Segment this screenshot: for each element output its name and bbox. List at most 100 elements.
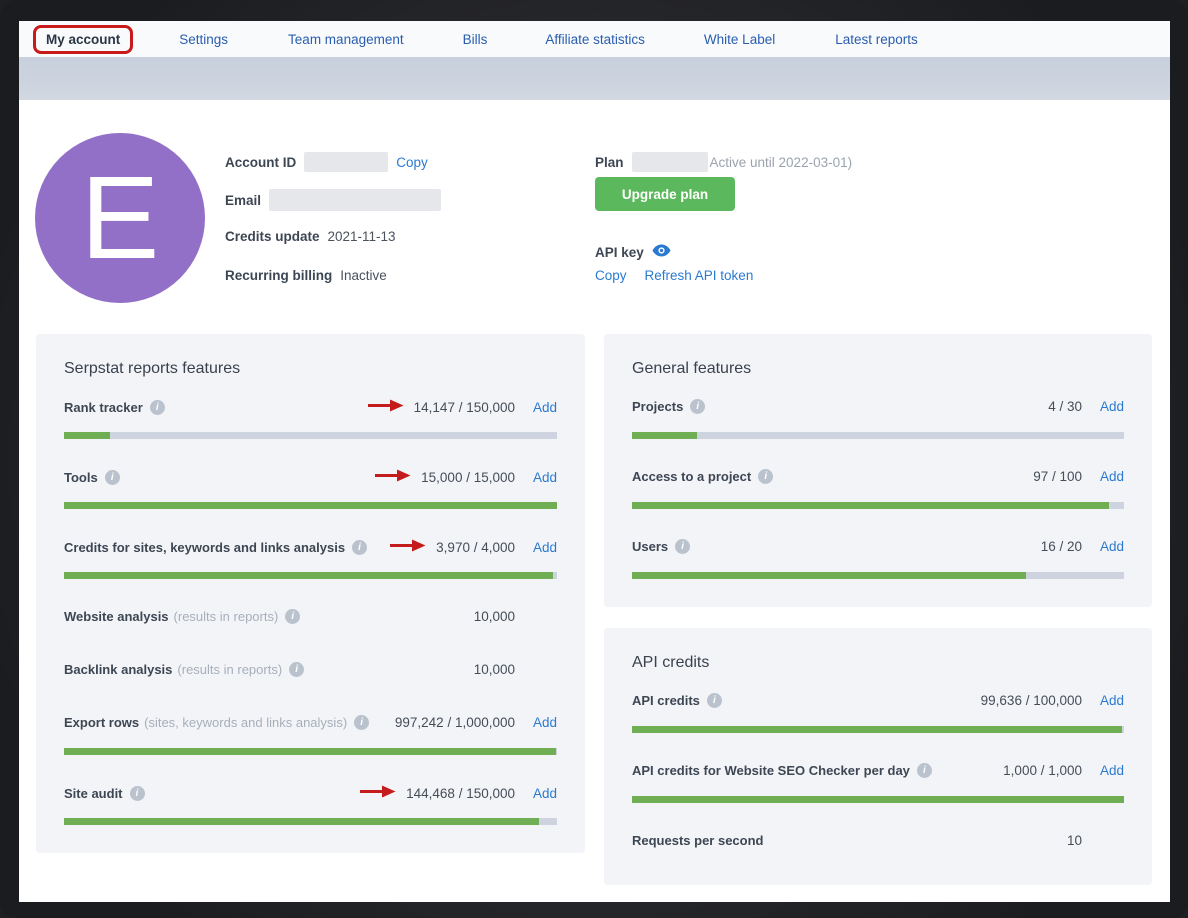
feature-row-tools: Tools i 15,000 / 15,000 Add [64, 469, 557, 513]
row-value: 3,970 / 4,000 [436, 539, 515, 555]
row-sublabel: (sites, keywords and links analysis) [144, 715, 348, 730]
add-link[interactable]: Add [1099, 469, 1124, 484]
feature-row-export-rows: Export rows (sites, keywords and links a… [64, 715, 557, 759]
redacted-plan-name [631, 152, 708, 172]
card-title: Serpstat reports features [64, 360, 241, 377]
info-icon[interactable]: i [129, 785, 145, 801]
add-link[interactable]: Add [532, 469, 557, 485]
row-label: Tools [64, 469, 98, 485]
recurring-billing-row: Recurring billing Inactive [225, 268, 387, 283]
row-label: Backlink analysis [64, 662, 173, 677]
row-value: 1,000 / 1,000 [1003, 763, 1082, 778]
progress-fill [632, 432, 698, 439]
blurred-banner [19, 57, 1170, 100]
red-arrow-annotation [375, 469, 411, 485]
row-value: 16 / 20 [1040, 539, 1082, 554]
plan-active-until: Active until 2022-03-01) [709, 154, 853, 170]
add-link[interactable]: Add [1099, 693, 1124, 708]
progress-bar [632, 432, 1124, 439]
nav-tab-white-label[interactable]: White Label [703, 31, 776, 47]
general-features-card: General features Projects i 4 / 30 Add A… [604, 334, 1152, 607]
credits-update-value: 2021-11-13 [327, 229, 396, 244]
info-icon[interactable]: i [104, 469, 120, 485]
nav-tab-team-management[interactable]: Team management [288, 31, 404, 47]
credits-update-label: Credits update [225, 229, 320, 244]
account-page: My account Settings Team management Bill… [19, 21, 1170, 902]
progress-fill [632, 726, 1123, 733]
refresh-api-token-link[interactable]: Refresh API token [644, 268, 754, 283]
add-link[interactable]: Add [1099, 763, 1124, 778]
info-icon[interactable]: i [285, 609, 301, 624]
feature-row-website-analysis: Website analysis (results in reports) i … [64, 609, 557, 653]
row-label: Users [632, 539, 669, 554]
progress-fill [64, 818, 539, 825]
feature-row-backlink-analysis: Backlink analysis (results in reports) i… [64, 662, 557, 706]
nav-tab-bills[interactable]: Bills [462, 31, 488, 47]
info-icon[interactable]: i [352, 539, 368, 555]
progress-bar [64, 748, 557, 755]
api-row-requests-per-second: Requests per second 10 [632, 833, 1124, 877]
red-arrow-annotation [367, 399, 404, 415]
progress-fill [632, 796, 1124, 803]
nav-tab-latest-reports[interactable]: Latest reports [835, 31, 918, 47]
progress-fill [632, 572, 1026, 579]
general-row-users: Users i 16 / 20 Add [632, 539, 1124, 583]
add-link[interactable]: Add [1099, 539, 1124, 554]
api-key-actions-row: Copy Refresh API token [595, 268, 753, 283]
progress-fill [64, 502, 557, 509]
feature-row-credits-analysis: Credits for sites, keywords and links an… [64, 539, 557, 583]
copy-account-id-link[interactable]: Copy [396, 154, 428, 170]
info-icon[interactable]: i [149, 399, 165, 415]
info-icon[interactable]: i [675, 539, 691, 554]
avatar-letter: E [80, 152, 160, 284]
feature-row-rank-tracker: Rank tracker i 14,147 / 150,000 Add [64, 399, 557, 443]
row-label: Access to a project [632, 469, 752, 484]
info-icon[interactable]: i [758, 469, 774, 484]
plan-row: Plan Active until 2022-03-01) [595, 152, 852, 172]
nav-tab-settings[interactable]: Settings [179, 31, 229, 47]
upgrade-plan-button[interactable]: Upgrade plan [595, 177, 735, 211]
add-link[interactable]: Add [1099, 399, 1124, 414]
account-id-label: Account ID [225, 154, 297, 170]
add-link[interactable]: Add [532, 785, 557, 801]
info-icon[interactable]: i [706, 693, 722, 708]
nav-tab-affiliate-statistics[interactable]: Affiliate statistics [545, 31, 645, 47]
progress-fill [64, 432, 111, 439]
plan-label: Plan [595, 154, 624, 170]
red-arrow-annotation [360, 785, 396, 801]
card-title: API credits [632, 654, 710, 671]
info-icon[interactable]: i [289, 662, 305, 677]
eye-icon[interactable] [652, 244, 671, 260]
row-value: 997,242 / 1,000,000 [394, 715, 515, 730]
row-value: 144,468 / 150,000 [406, 785, 515, 801]
row-value: 99,636 / 100,000 [980, 693, 1082, 708]
info-icon[interactable]: i [690, 399, 706, 414]
serpstat-reports-features-card: Serpstat reports features Rank tracker i… [36, 334, 585, 853]
row-value: 4 / 30 [1048, 399, 1082, 414]
credits-update-row: Credits update 2021-11-13 [225, 229, 396, 244]
info-icon[interactable]: i [916, 763, 932, 778]
add-link[interactable]: Add [532, 539, 557, 555]
general-row-projects: Projects i 4 / 30 Add [632, 399, 1124, 443]
progress-bar [64, 818, 557, 825]
general-row-access: Access to a project i 97 / 100 Add [632, 469, 1124, 513]
row-label: Requests per second [632, 833, 764, 848]
nav-tab-my-account[interactable]: My account [33, 24, 134, 54]
row-value: 14,147 / 150,000 [413, 399, 515, 415]
card-title: General features [632, 360, 752, 377]
add-link[interactable]: Add [532, 399, 557, 415]
row-sublabel: (results in reports) [173, 609, 279, 624]
api-row-credits: API credits i 99,636 / 100,000 Add [632, 693, 1124, 737]
recurring-billing-value: Inactive [340, 268, 387, 283]
feature-row-site-audit: Site audit i 144,468 / 150,000 Add [64, 785, 557, 829]
add-link[interactable]: Add [532, 715, 557, 730]
red-arrow-annotation [390, 539, 426, 555]
info-icon[interactable]: i [354, 715, 370, 730]
copy-api-key-link[interactable]: Copy [595, 268, 627, 283]
api-credits-card: API credits API credits i 99,636 / 100,0… [604, 628, 1152, 885]
row-value: 97 / 100 [1033, 469, 1082, 484]
recurring-billing-label: Recurring billing [225, 268, 333, 283]
progress-bar [632, 796, 1124, 803]
email-label: Email [225, 192, 262, 208]
row-label: API credits for Website SEO Checker per … [632, 763, 910, 778]
